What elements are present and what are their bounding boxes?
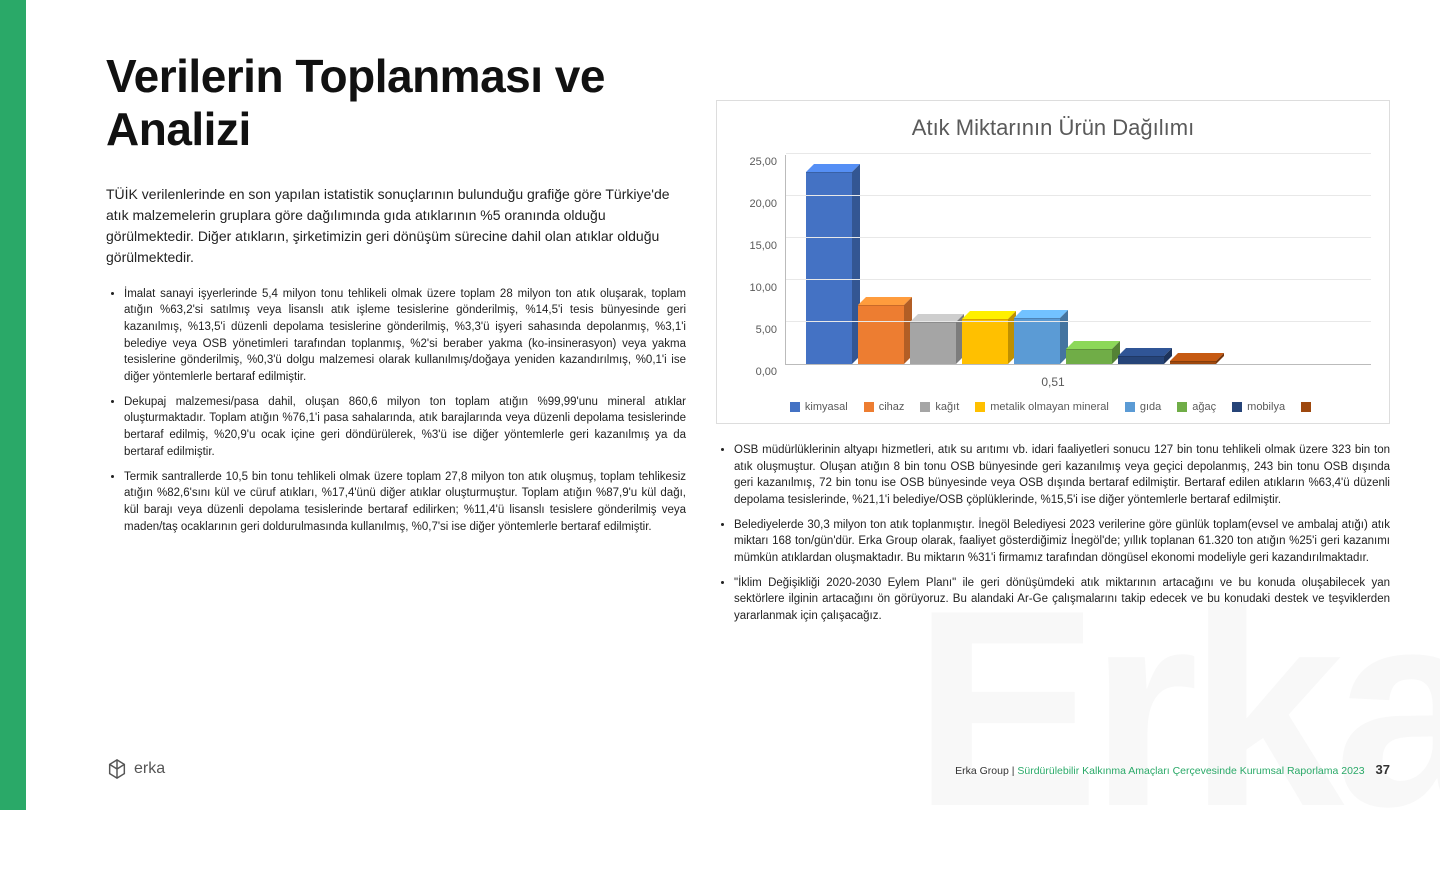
legend-swatch — [975, 402, 985, 412]
legend-label: kağıt — [935, 401, 959, 413]
gridline — [786, 153, 1371, 154]
bar-front — [1170, 361, 1216, 364]
bullet-item: OSB müdürlüklerinin altyapı hizmetleri, … — [734, 442, 1390, 509]
bullet-item: "İklim Değişikliği 2020-2030 Eylem Planı… — [734, 575, 1390, 625]
chart-bar — [806, 172, 852, 364]
chart-bar — [1118, 356, 1164, 364]
chart-area: 0,005,0010,0015,0020,0025,00 — [735, 155, 1371, 365]
bullet-item: Belediyelerde 30,3 milyon ton atık topla… — [734, 517, 1390, 567]
bar-front — [806, 172, 852, 364]
legend-item: kağıt — [920, 401, 959, 413]
y-tick-label: 5,00 — [756, 324, 777, 336]
right-bullet-list: OSB müdürlüklerinin altyapı hizmetleri, … — [716, 442, 1390, 633]
page-title: Verilerin Toplanması ve Analizi — [106, 50, 686, 156]
legend-item: gıda — [1125, 401, 1161, 413]
gridline — [786, 237, 1371, 238]
legend-swatch — [864, 402, 874, 412]
footer-brand: erka — [106, 758, 165, 780]
chart-bar — [858, 305, 904, 364]
legend-label: cihaz — [879, 401, 905, 413]
chart-plot — [785, 155, 1371, 365]
bar-front — [1014, 318, 1060, 364]
page: Verilerin Toplanması ve Analizi TÜİK ver… — [26, 0, 1440, 810]
legend-item: kimyasal — [790, 401, 848, 413]
y-tick-label: 25,00 — [749, 156, 777, 168]
chart-legend: kimyasal cihaz kağıt metalik olmayan minera… — [735, 401, 1371, 413]
y-tick-label: 0,00 — [756, 366, 777, 378]
intro-paragraph: TÜİK verilenlerinde en son yapılan istat… — [106, 184, 686, 268]
bullet-item: Dekupaj malzemesi/pasa dahil, oluşan 860… — [124, 394, 686, 461]
legend-swatch — [1232, 402, 1242, 412]
chart-container: Atık Miktarının Ürün Dağılımı 0,00 5,00 10… — [716, 100, 1390, 424]
legend-swatch — [1301, 402, 1311, 412]
chart-bars — [786, 155, 1371, 364]
bar-front — [1066, 349, 1112, 364]
footer-page-number: 37 — [1376, 762, 1390, 777]
legend-item — [1301, 401, 1316, 413]
chart-bar — [1066, 349, 1112, 364]
legend-item: cihaz — [864, 401, 905, 413]
brand-logo-icon — [106, 758, 128, 780]
chart-bar — [1014, 318, 1060, 364]
legend-item: ağaç — [1177, 401, 1216, 413]
footer-report-title: Sürdürülebilir Kalkınma Amaçları Çerçeve… — [1017, 765, 1364, 777]
gridline — [786, 321, 1371, 322]
legend-swatch — [790, 402, 800, 412]
legend-label: mobilya — [1247, 401, 1285, 413]
y-tick-label: 20,00 — [749, 198, 777, 210]
right-column: Atık Miktarının Ürün Dağılımı 0,00 5,00 10… — [716, 50, 1390, 752]
legend-swatch — [920, 402, 930, 412]
chart-bar — [910, 322, 956, 364]
chart-bar — [1170, 361, 1216, 364]
bar-front — [858, 305, 904, 364]
legend-item: mobilya — [1232, 401, 1285, 413]
y-tick-label: 15,00 — [749, 240, 777, 252]
chart-bar — [962, 319, 1008, 364]
accent-sidebar — [0, 0, 26, 810]
left-bullet-list: İmalat sanayi işyerlerinde 5,4 milyon to… — [106, 286, 686, 543]
legend-label: ağaç — [1192, 401, 1216, 413]
footer-brand-text: erka — [134, 760, 165, 778]
gridline — [786, 279, 1371, 280]
bar-front — [962, 319, 1008, 364]
chart-title: Atık Miktarının Ürün Dağılımı — [735, 115, 1371, 141]
bullet-item: İmalat sanayi işyerlerinde 5,4 milyon to… — [124, 286, 686, 386]
gridline — [786, 195, 1371, 196]
footer-report-info: Erka Group | Sürdürülebilir Kalkınma Ama… — [955, 762, 1390, 777]
bullet-item: Termik santrallerde 10,5 bin tonu tehlik… — [124, 469, 686, 536]
legend-item: metalik olmayan mineral — [975, 401, 1109, 413]
legend-label: gıda — [1140, 401, 1161, 413]
left-column: Verilerin Toplanması ve Analizi TÜİK ver… — [106, 50, 686, 752]
footer-company: Erka Group — [955, 765, 1009, 777]
chart-x-label: 0,51 — [735, 375, 1371, 389]
chart-y-axis: 0,005,0010,0015,0020,0025,00 — [735, 155, 785, 365]
y-tick-label: 10,00 — [749, 282, 777, 294]
legend-label: metalik olmayan mineral — [990, 401, 1109, 413]
bar-front — [910, 322, 956, 364]
content-columns: Verilerin Toplanması ve Analizi TÜİK ver… — [106, 50, 1390, 752]
page-footer: erka Erka Group | Sürdürülebilir Kalkınm… — [106, 752, 1390, 780]
bar-front — [1118, 356, 1164, 364]
legend-label: kimyasal — [805, 401, 848, 413]
legend-swatch — [1177, 402, 1187, 412]
legend-swatch — [1125, 402, 1135, 412]
